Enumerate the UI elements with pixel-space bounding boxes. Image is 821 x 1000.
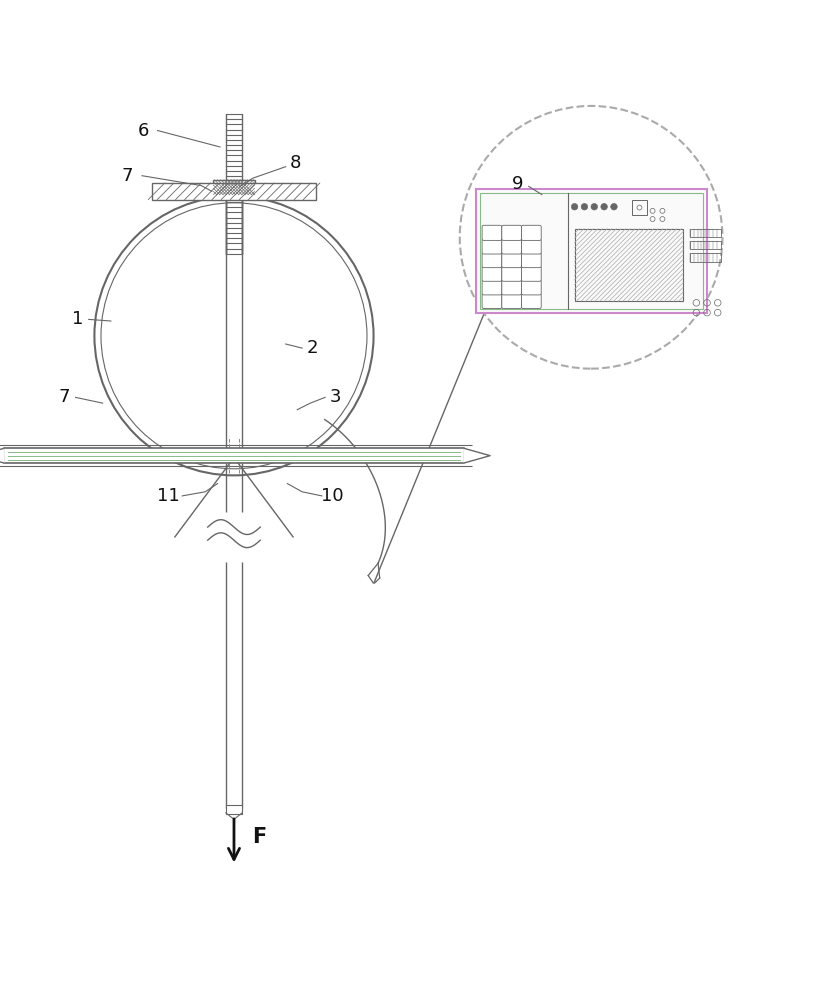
Text: 8: 8 [290,154,301,172]
Text: 1: 1 [72,310,84,328]
Polygon shape [464,448,490,463]
FancyBboxPatch shape [521,225,541,240]
FancyBboxPatch shape [502,239,521,254]
Text: 6: 6 [138,122,149,140]
Text: 7: 7 [58,388,70,406]
FancyBboxPatch shape [482,253,502,268]
Circle shape [571,203,578,210]
FancyBboxPatch shape [521,239,541,254]
FancyBboxPatch shape [521,293,541,309]
Bar [690,229,721,237]
Bar [213,180,255,195]
FancyBboxPatch shape [521,253,541,268]
Text: 7: 7 [122,167,133,185]
Circle shape [601,203,608,210]
Text: 10: 10 [321,487,344,505]
FancyBboxPatch shape [482,293,502,309]
FancyBboxPatch shape [482,225,502,240]
FancyBboxPatch shape [521,266,541,281]
Text: 2: 2 [306,339,318,357]
Bar [479,193,703,309]
FancyBboxPatch shape [502,253,521,268]
FancyBboxPatch shape [482,239,502,254]
Circle shape [611,203,617,210]
Circle shape [591,203,598,210]
FancyBboxPatch shape [521,280,541,295]
FancyBboxPatch shape [502,280,521,295]
Bar [690,253,721,262]
FancyBboxPatch shape [502,266,521,281]
FancyBboxPatch shape [502,293,521,309]
Text: 11: 11 [157,487,180,505]
Text: F: F [252,827,266,847]
Bar [690,241,721,249]
Bar [4,448,464,463]
Text: 9: 9 [511,175,523,193]
Polygon shape [0,448,4,463]
FancyBboxPatch shape [482,280,502,295]
FancyBboxPatch shape [482,266,502,281]
Bar [475,189,707,313]
Bar [226,805,242,814]
Circle shape [581,203,588,210]
FancyBboxPatch shape [502,225,521,240]
Text: 3: 3 [329,388,341,406]
Bar [152,183,316,200]
Bar [575,229,683,301]
Bar [632,200,647,215]
